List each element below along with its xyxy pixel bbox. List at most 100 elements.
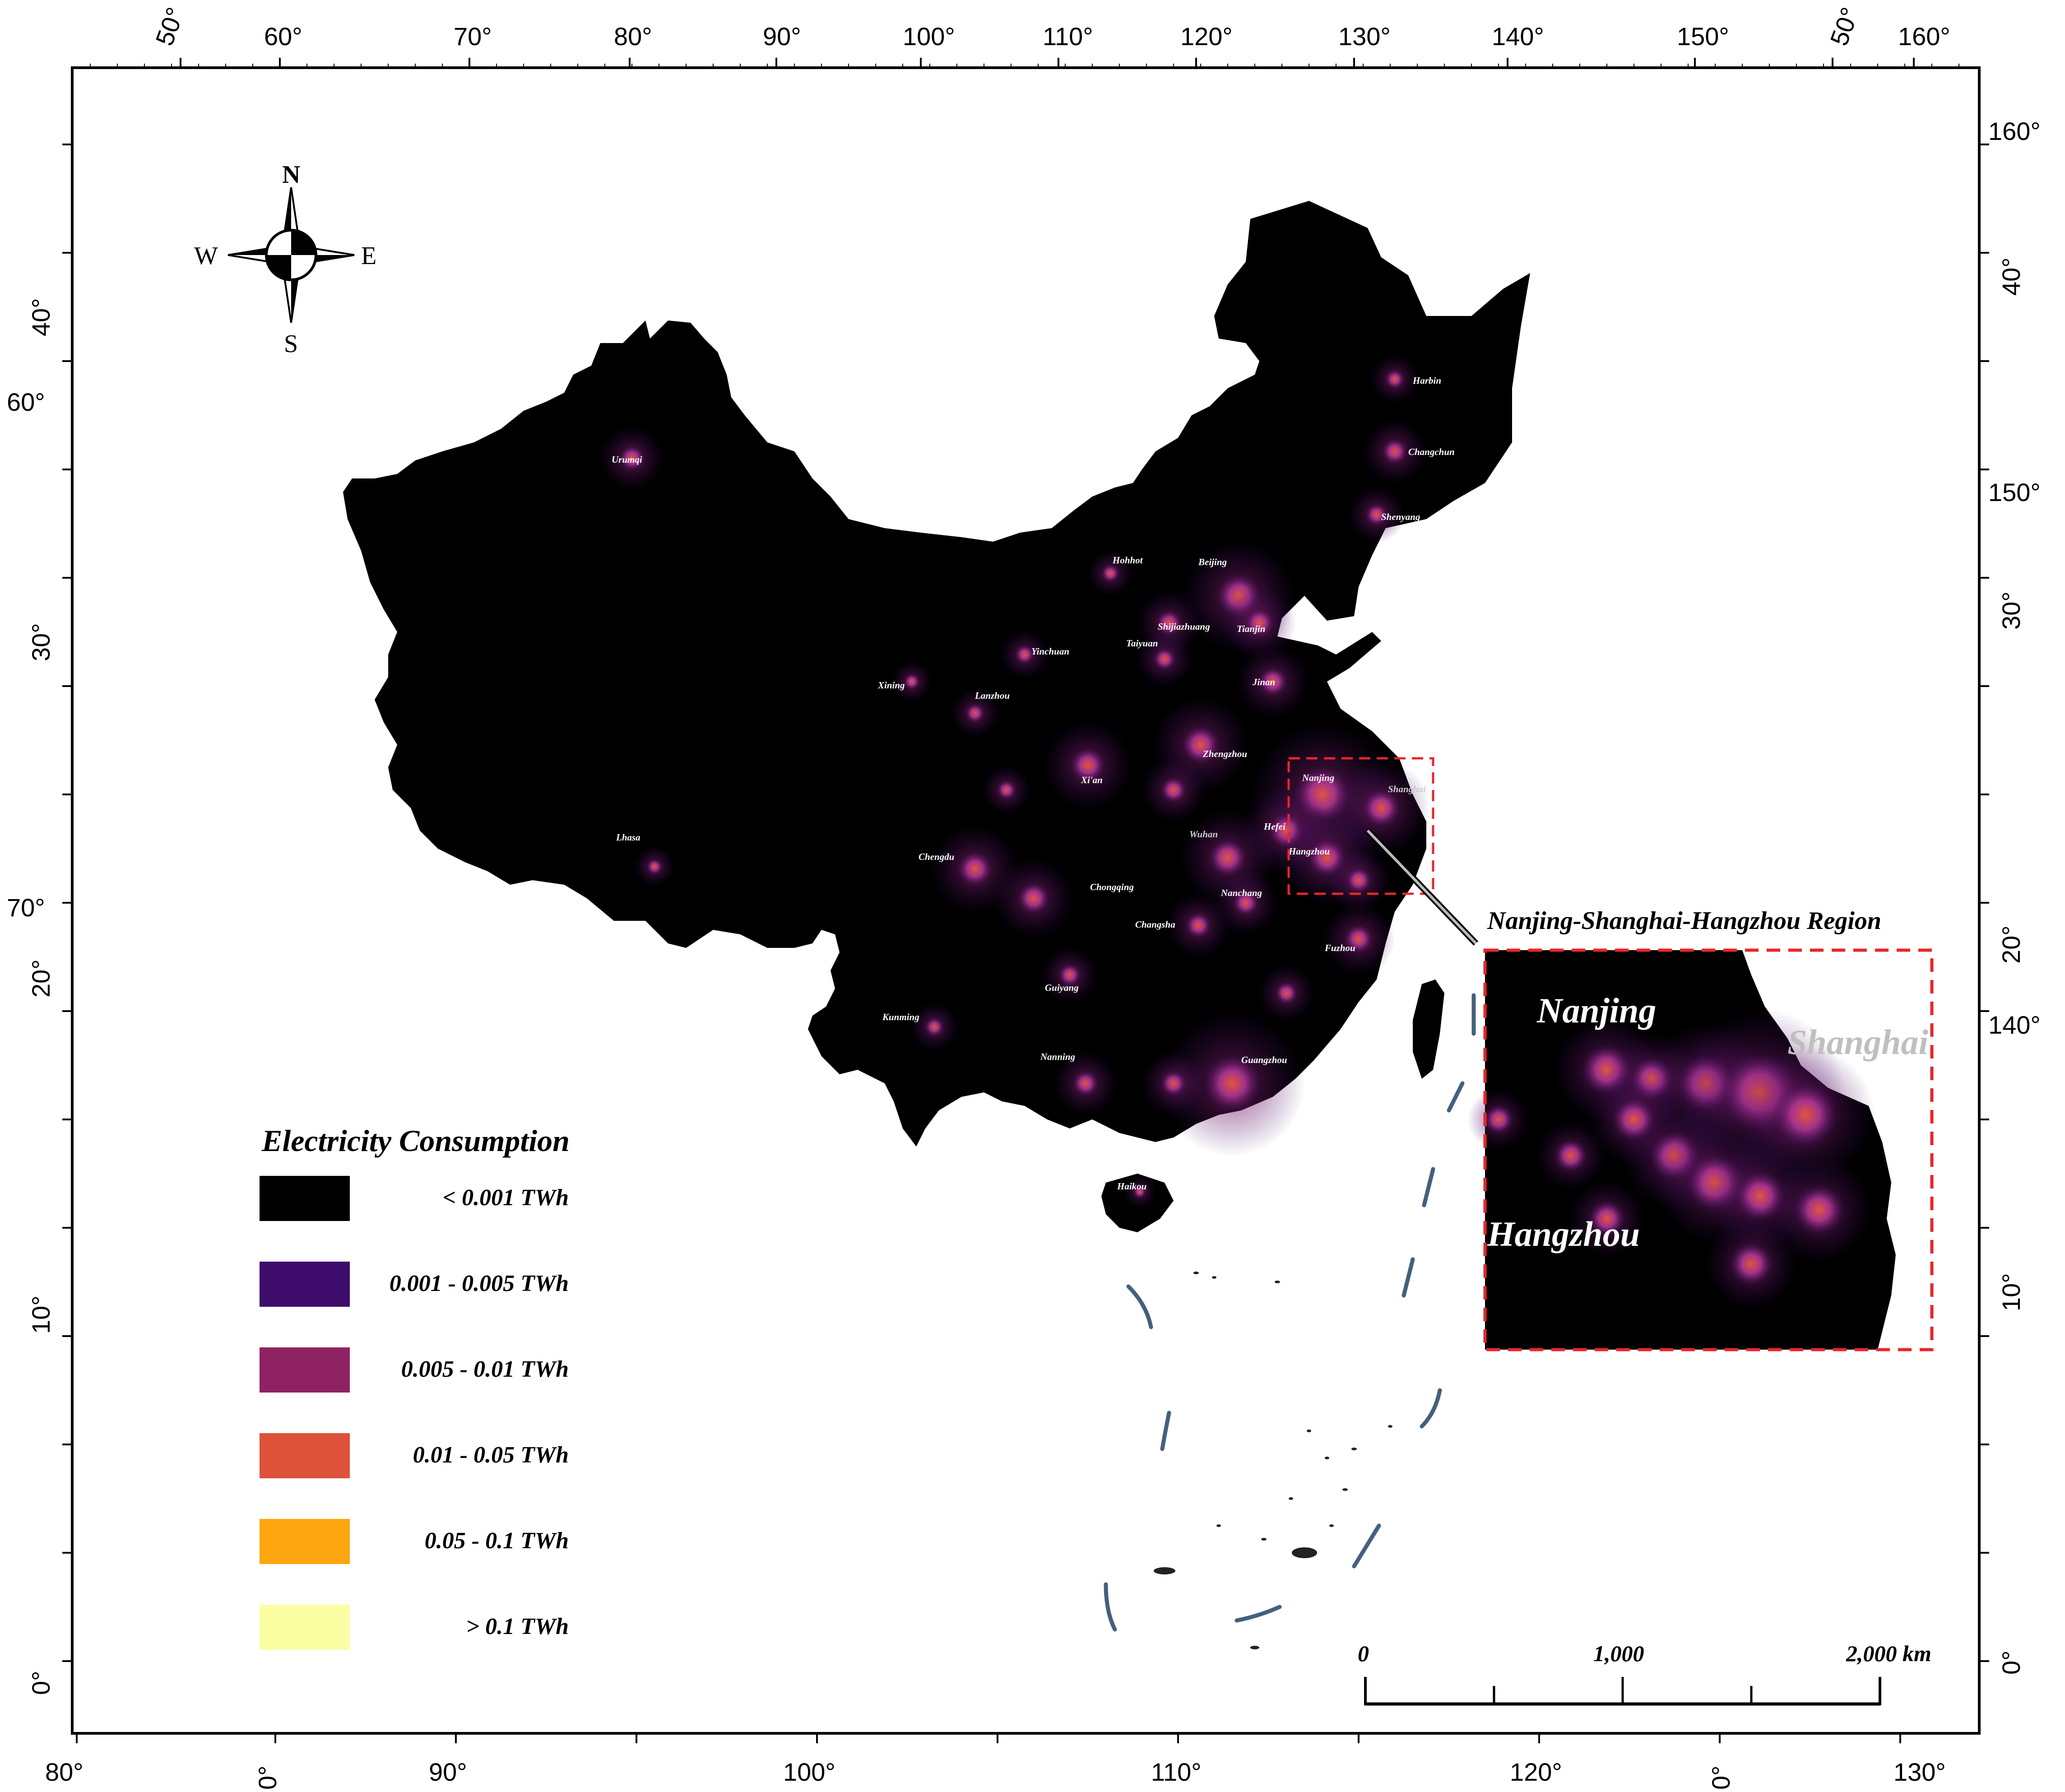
legend-swatch: [260, 1605, 350, 1650]
city-label: Lanzhou: [974, 690, 1010, 701]
legend-label: 0.01 - 0.05 TWh: [413, 1442, 569, 1468]
top-tick-label: 150°: [1677, 22, 1729, 51]
left-tick-label: 30°: [27, 623, 55, 661]
city-label: Taiyuan: [1126, 638, 1158, 649]
bottom-tick-label: 100°: [783, 1758, 835, 1786]
city-label: Wuhan: [1189, 829, 1218, 840]
legend-swatch: [260, 1347, 350, 1393]
top-tick-label: 110°: [1043, 22, 1093, 51]
right-tick-label: 160°: [1988, 117, 2041, 145]
legend-label: 0.05 - 0.1 TWh: [425, 1528, 569, 1554]
top-tick-label: 50°: [1824, 4, 1864, 49]
right-tick-label: 30°: [1997, 591, 2025, 630]
graticule-ticks: [62, 58, 1989, 1743]
bottom-tick-label: 90°: [429, 1758, 467, 1786]
scale-label-end: 2,000 km: [1846, 1641, 1931, 1666]
legend-label: < 0.001 TWh: [442, 1185, 569, 1211]
city-label: Tianjin: [1237, 623, 1265, 634]
top-tick-label: 130°: [1338, 22, 1391, 51]
legend-swatch: [260, 1519, 350, 1564]
right-tick-label: 10°: [1997, 1273, 2025, 1311]
compass-rose: N S E W: [194, 161, 376, 358]
city-label: Nanning: [1040, 1051, 1075, 1062]
top-tick-label: 160°: [1898, 22, 1950, 51]
inset-source-box: [1287, 757, 1434, 895]
city-label: Shanghai: [1388, 784, 1426, 794]
legend-swatch: [260, 1176, 350, 1221]
left-tick-label: 20°: [27, 959, 55, 998]
compass-label-e: E: [361, 242, 376, 270]
taiwan-island: [1413, 980, 1444, 1079]
bottom-tick-label: 80°: [45, 1758, 84, 1786]
right-tick-label: 40°: [1997, 257, 2025, 296]
right-tick-label: 0°: [1997, 1650, 2025, 1675]
left-tick-label: 10°: [27, 1295, 55, 1334]
city-label: Jinan: [1252, 677, 1275, 687]
top-tick-label: 50°: [150, 4, 190, 49]
nine-dash-line: [1104, 993, 1476, 1632]
city-label: Harbin: [1412, 375, 1441, 386]
city-label: Shenyang: [1381, 511, 1420, 522]
top-tick-label: 90°: [763, 22, 801, 51]
inset-label-shanghai: Shanghai: [1787, 1022, 1929, 1062]
graticule-labels: 50° 60° 70° 80° 90° 100° 110° 120° 130° …: [7, 4, 2041, 1790]
compass-label-s: S: [284, 330, 298, 358]
city-label: Zhengzhou: [1202, 748, 1247, 759]
bottom-tick-label: 110°: [1151, 1758, 1202, 1786]
city-label: Hangzhou: [1288, 846, 1330, 857]
left-tick-label: 0°: [27, 1671, 55, 1695]
city-label: Urumqi: [612, 454, 642, 465]
right-tick-label: 20°: [1997, 925, 2025, 964]
legend-swatch: [260, 1433, 350, 1478]
inset-leader-line: [1365, 828, 1479, 946]
south-china-sea-islands: [1154, 1272, 1392, 1649]
legend-swatch: [260, 1262, 350, 1307]
city-label: Nanjing: [1302, 772, 1334, 783]
bottom-tick-label: 130°: [1893, 1758, 1946, 1786]
top-tick-label: 140°: [1492, 22, 1544, 51]
left-tick-label: 70°: [7, 893, 45, 922]
top-tick-label: 60°: [264, 22, 302, 51]
inset-map: Nanjing Shanghai Hangzhou: [1468, 948, 1934, 1351]
legend-title: Electricity Consumption: [261, 1123, 570, 1158]
city-label: Changsha: [1135, 919, 1175, 930]
city-label: Xining: [877, 680, 905, 691]
electricity-glow-layer: [599, 355, 1430, 1208]
bottom-tick-label: 0°: [253, 1765, 282, 1790]
compass-label-w: W: [194, 242, 218, 270]
left-tick-label: 40°: [27, 298, 55, 336]
city-label: Beijing: [1198, 557, 1227, 567]
inset-label-nanjing: Nanjing: [1536, 991, 1656, 1030]
city-label: Nanchang: [1220, 887, 1262, 898]
city-label: Lhasa: [616, 832, 640, 843]
inset-title: Nanjing-Shanghai-Hangzhou Region: [1487, 907, 1881, 935]
top-tick-label: 120°: [1180, 22, 1233, 51]
top-tick-label: 80°: [614, 22, 652, 51]
city-label: Hohhot: [1112, 555, 1143, 566]
city-label: Xi'an: [1081, 775, 1103, 785]
city-label: Guangzhou: [1241, 1054, 1287, 1065]
city-label: Chongqing: [1090, 882, 1134, 892]
inset-frame: [1483, 948, 1934, 1351]
left-tick-label: 60°: [7, 388, 45, 416]
city-label: Shijiazhuang: [1158, 621, 1210, 632]
legend-label: > 0.1 TWh: [466, 1614, 569, 1639]
scale-label-mid: 1,000: [1593, 1641, 1644, 1666]
city-label: Kunming: [882, 1012, 919, 1022]
city-label: Guiyang: [1045, 982, 1079, 993]
legend: Electricity Consumption < 0.001 TWh 0.001…: [260, 1123, 570, 1650]
right-tick-label: 140°: [1988, 1011, 2041, 1039]
city-label: Fuzhou: [1324, 942, 1355, 953]
legend-label: 0.001 - 0.005 TWh: [390, 1271, 569, 1296]
city-label: Chengdu: [919, 851, 954, 862]
city-label: Hefei: [1263, 821, 1285, 832]
right-tick-label: 150°: [1988, 478, 2041, 506]
bottom-tick-label: 120°: [1510, 1758, 1562, 1786]
city-labels: Urumqi Harbin Changchun Shenyang Hohhot Beiji…: [612, 375, 1455, 1192]
scale-bar: 0 1,000 2,000 km: [1358, 1641, 1931, 1706]
city-label: Changchun: [1408, 446, 1455, 457]
top-tick-label: 70°: [454, 22, 492, 51]
inset-glow-layer: [1468, 1008, 1875, 1310]
compass-label-n: N: [282, 161, 300, 189]
